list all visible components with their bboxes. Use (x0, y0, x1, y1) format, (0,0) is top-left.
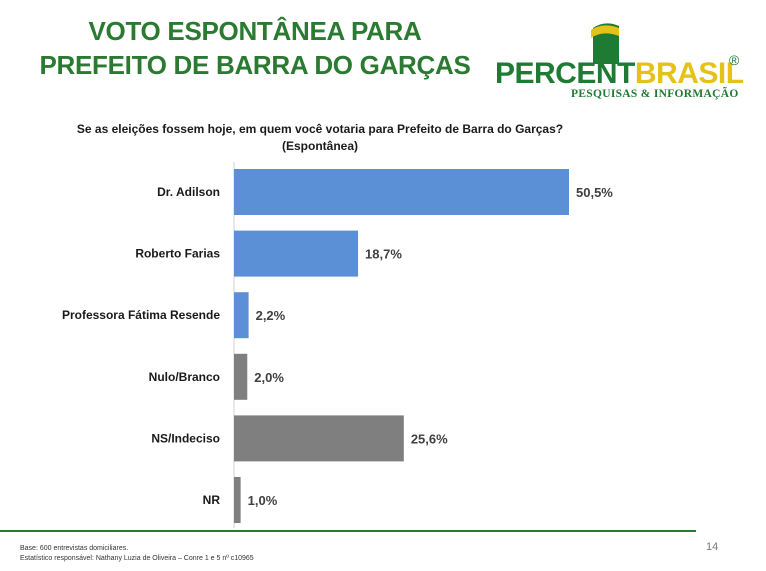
bar-chart: Dr. Adilson 50,5% Roberto Farias 18,7% Profe… (62, 162, 613, 528)
footer-divider (0, 530, 696, 532)
title-line-2: PREFEITO DE BARRA DO GARÇAS (39, 50, 471, 80)
category-label: NS/Indeciso (151, 431, 220, 445)
footnote-base: Base: 600 entrevistas domiciliares. (20, 545, 129, 552)
data-label: 25,6% (411, 431, 448, 446)
registered-mark: ® (729, 52, 740, 68)
category-label: Nulo/Branco (149, 370, 220, 384)
logo-word-brasil: BRASIL (634, 57, 744, 90)
page-title: VOTO ESPONTÂNEA PARA PREFEITO DE BARRA D… (20, 14, 490, 82)
bar (234, 415, 404, 462)
bar (234, 353, 248, 400)
category-label: Dr. Adilson (157, 185, 220, 199)
category-label: NR (203, 493, 221, 507)
data-label: 50,5% (576, 185, 613, 200)
page-number: 14 (706, 541, 719, 553)
title-line-1: VOTO ESPONTÂNEA PARA (88, 16, 422, 46)
data-label: 2,2% (256, 308, 286, 323)
bar (234, 292, 249, 339)
flag-icon (591, 23, 619, 64)
question-line-1: Se as eleições fossem hoje, em quem você… (76, 122, 564, 136)
data-label: 1,0% (248, 493, 278, 508)
footnote-statistician: Estatístico responsável: Nathany Luzia d… (20, 555, 254, 562)
logo-wordmark: PERCENTBRASIL (495, 58, 744, 90)
bar (234, 477, 241, 523)
bar (234, 169, 569, 215)
question-line-2: (Espontânea) (281, 139, 358, 153)
data-label: 18,7% (365, 247, 402, 262)
logo-subtitle: PESQUISAS & INFORMAÇÃO (571, 88, 739, 100)
data-label: 2,0% (254, 370, 284, 385)
category-label: Professora Fátima Resende (62, 308, 220, 322)
bar (234, 230, 359, 277)
percentbrasil-logo: PERCENTBRASIL ® PESQUISAS & INFORMAÇÃO (495, 12, 750, 107)
category-label: Roberto Farias (135, 247, 220, 261)
survey-question: Se as eleições fossem hoje, em quem você… (40, 121, 600, 155)
logo-word-percent: PERCENT (495, 57, 635, 90)
